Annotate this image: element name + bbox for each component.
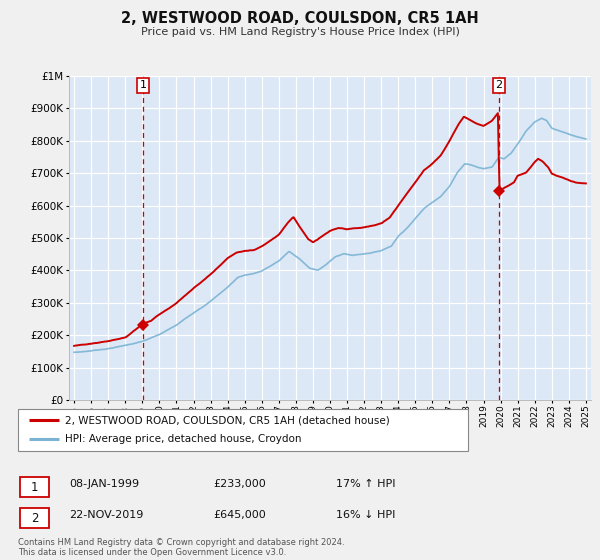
Text: This data is licensed under the Open Government Licence v3.0.: This data is licensed under the Open Gov…	[18, 548, 286, 557]
Text: £233,000: £233,000	[213, 479, 266, 489]
Text: 1: 1	[140, 81, 147, 91]
Text: 08-JAN-1999: 08-JAN-1999	[69, 479, 139, 489]
Text: 2, WESTWOOD ROAD, COULSDON, CR5 1AH (detached house): 2, WESTWOOD ROAD, COULSDON, CR5 1AH (det…	[65, 415, 390, 425]
Text: Contains HM Land Registry data © Crown copyright and database right 2024.: Contains HM Land Registry data © Crown c…	[18, 538, 344, 547]
Text: 1: 1	[31, 480, 38, 494]
Text: 2: 2	[496, 81, 502, 91]
Text: £645,000: £645,000	[213, 510, 266, 520]
Text: 22-NOV-2019: 22-NOV-2019	[69, 510, 143, 520]
Text: 17% ↑ HPI: 17% ↑ HPI	[336, 479, 395, 489]
Text: 2: 2	[31, 511, 38, 525]
Text: 2, WESTWOOD ROAD, COULSDON, CR5 1AH: 2, WESTWOOD ROAD, COULSDON, CR5 1AH	[121, 11, 479, 26]
Text: 16% ↓ HPI: 16% ↓ HPI	[336, 510, 395, 520]
Text: Price paid vs. HM Land Registry's House Price Index (HPI): Price paid vs. HM Land Registry's House …	[140, 27, 460, 37]
Text: HPI: Average price, detached house, Croydon: HPI: Average price, detached house, Croy…	[65, 435, 302, 445]
